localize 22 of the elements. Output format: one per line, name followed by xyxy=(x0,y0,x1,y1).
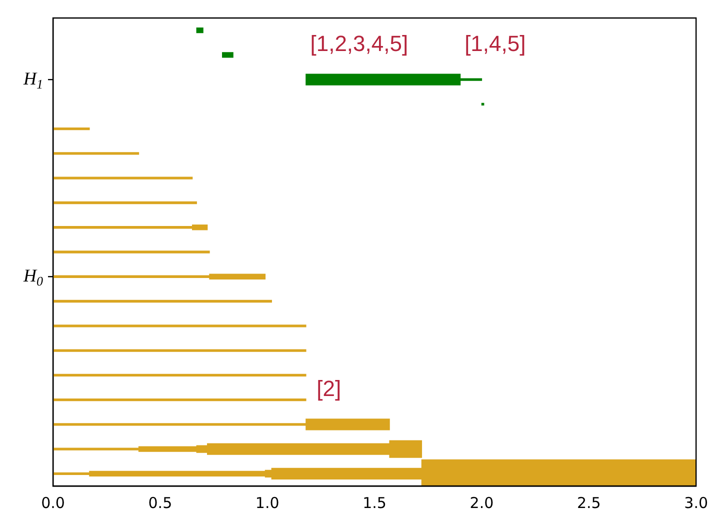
x-tick-label: 1.5 xyxy=(362,494,386,512)
annotation: [1,4,5] xyxy=(464,31,526,56)
bar xyxy=(196,27,204,34)
bar xyxy=(53,349,306,352)
bar xyxy=(53,398,306,402)
bar xyxy=(53,176,193,180)
x-tick-label: 0.0 xyxy=(41,494,65,512)
x-tick-label: 1.0 xyxy=(255,494,280,512)
x-tick-label: 3.0 xyxy=(684,494,708,512)
x-tick-label: 2.5 xyxy=(576,494,601,512)
bar xyxy=(53,300,272,303)
annotation: [1,2,3,4,5] xyxy=(310,31,408,56)
bar xyxy=(53,128,90,130)
bar xyxy=(222,52,234,58)
annotation: [2] xyxy=(316,376,342,401)
bar xyxy=(53,152,140,155)
bar xyxy=(53,324,306,328)
bar xyxy=(53,250,210,254)
bar xyxy=(53,374,306,376)
x-tick-label: 2.0 xyxy=(470,494,494,512)
x-tick-label: 0.5 xyxy=(148,494,172,512)
bar xyxy=(53,201,197,204)
